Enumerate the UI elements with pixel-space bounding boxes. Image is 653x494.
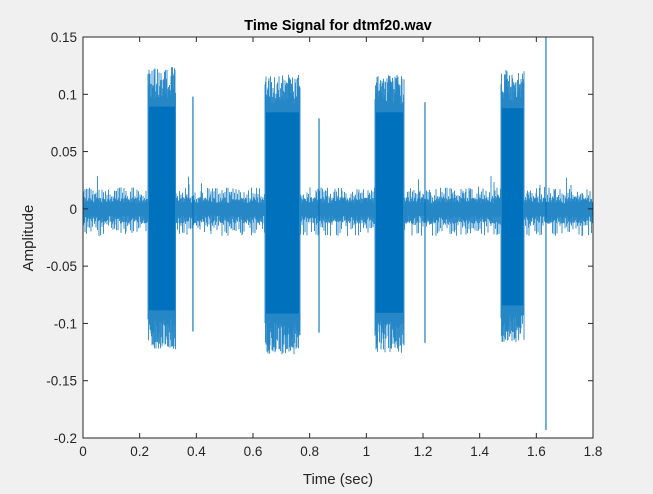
x-tick-label: 0.4: [187, 444, 206, 459]
y-tick-label: -0.15: [46, 374, 77, 389]
y-tick-label: 0.15: [51, 30, 77, 45]
x-axis-label: Time (sec): [303, 471, 373, 488]
y-tick-label: -0.2: [54, 431, 77, 446]
x-tick-label: 0.8: [300, 444, 319, 459]
x-tick-label: 1.2: [414, 444, 433, 459]
y-tick-label: -0.1: [54, 316, 77, 331]
y-tick-labels: 0.15 0.1 0.05 0 -0.05 -0.1 -0.15 -0.2: [46, 30, 77, 446]
y-axis-label: Amplitude: [20, 205, 37, 272]
x-tick-label: 1.6: [527, 444, 546, 459]
signal-plot: [83, 37, 593, 430]
x-tick-label: 0: [79, 444, 87, 459]
y-tick-label: 0.1: [58, 87, 77, 102]
x-tick-label: 1: [363, 444, 371, 459]
x-tick-label: 0.6: [244, 444, 263, 459]
x-tick-label: 0.2: [130, 444, 149, 459]
x-tick-labels: 0 0.2 0.4 0.6 0.8 1 1.2 1.4 1.6 1.8: [79, 444, 602, 459]
x-tick-label: 1.8: [584, 444, 603, 459]
x-tick-label: 1.4: [470, 444, 489, 459]
axes-box: [82, 36, 594, 439]
y-tick-label: 0.05: [51, 145, 77, 160]
y-tick-label: -0.05: [46, 259, 77, 274]
y-tick-label: 0: [69, 202, 77, 217]
chart-title: Time Signal for dtmf20.wav: [244, 18, 431, 34]
